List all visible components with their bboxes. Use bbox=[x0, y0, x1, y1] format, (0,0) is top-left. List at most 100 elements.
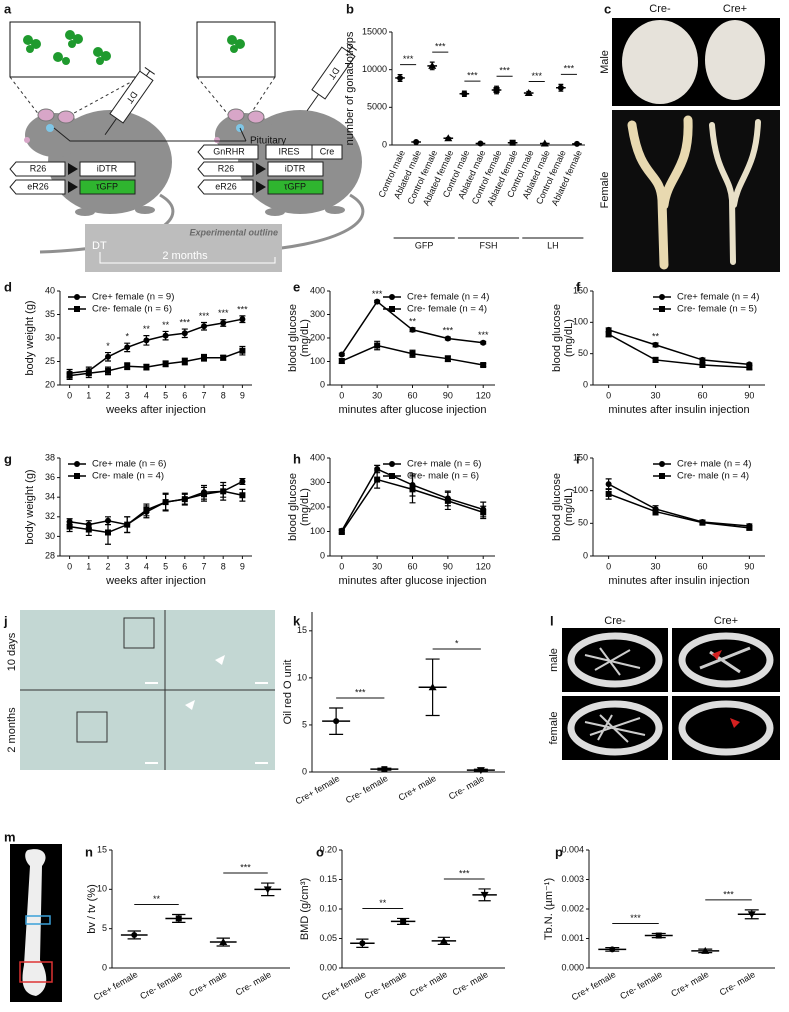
data-point bbox=[374, 476, 381, 483]
head bbox=[25, 113, 85, 157]
significance: ** bbox=[409, 316, 417, 326]
needle bbox=[306, 43, 357, 112]
group-label: LH bbox=[547, 240, 559, 250]
data-point bbox=[105, 529, 111, 536]
y-tick-label: 10 bbox=[97, 884, 107, 894]
row-label: Female bbox=[599, 172, 611, 209]
zoom-lines bbox=[9, 76, 276, 125]
data-point bbox=[699, 356, 706, 363]
y-tick-label: 0 bbox=[320, 379, 325, 389]
series-line bbox=[608, 329, 750, 366]
y-tick-label: 0.000 bbox=[561, 962, 584, 972]
significance: *** bbox=[218, 308, 229, 318]
arrowhead bbox=[712, 650, 722, 660]
photo bbox=[612, 110, 780, 272]
x-tick-label: 7 bbox=[201, 561, 206, 571]
syringe: DT bbox=[104, 67, 155, 136]
x-tick-label: Cre- male bbox=[718, 969, 757, 997]
cell bbox=[101, 51, 111, 61]
panel-letter: f bbox=[576, 279, 581, 294]
significance: *** bbox=[443, 325, 454, 335]
y-tick-label: 50 bbox=[578, 348, 588, 358]
data-point bbox=[124, 363, 131, 370]
panel-letter: k bbox=[293, 613, 301, 628]
data-point bbox=[746, 524, 753, 531]
testis bbox=[622, 20, 698, 104]
significance: *** bbox=[459, 868, 470, 878]
data-point bbox=[66, 523, 73, 530]
y-tick-label: 0.004 bbox=[561, 844, 584, 854]
x-tick-label: Cre- female bbox=[344, 773, 390, 805]
data-point bbox=[747, 911, 756, 919]
legend-label: Cre- female (n = 5) bbox=[677, 304, 757, 315]
microct-panel: l Cre- Cre+ male female bbox=[548, 613, 780, 760]
legend-label: Cre- female (n = 6) bbox=[92, 304, 172, 315]
data-point bbox=[493, 87, 500, 94]
data-point bbox=[181, 358, 188, 365]
group-label: GFP bbox=[415, 240, 434, 250]
significance: ** bbox=[652, 331, 660, 341]
significance: *** bbox=[723, 889, 734, 899]
data-point bbox=[540, 139, 549, 147]
x-tick-label: Cre- male bbox=[234, 969, 273, 997]
row-label: 10 days bbox=[6, 632, 18, 671]
data-point bbox=[374, 298, 381, 305]
data-point bbox=[476, 767, 485, 775]
legend-marker bbox=[389, 461, 395, 467]
schematic: a bbox=[4, 1, 365, 272]
y-tick-label: 150 bbox=[573, 285, 588, 295]
x-tick-label: 60 bbox=[697, 561, 707, 571]
cortex bbox=[678, 632, 774, 688]
x-tick-label: 90 bbox=[744, 390, 754, 400]
y-tick-label: 0.001 bbox=[561, 933, 584, 943]
data-point bbox=[409, 326, 416, 333]
y-tick-label: 0.10 bbox=[319, 903, 337, 913]
x-tick-label: 7 bbox=[201, 390, 206, 400]
foot bbox=[265, 208, 285, 216]
data-point bbox=[480, 509, 487, 516]
promoter bbox=[9, 179, 66, 195]
panel-letter: h bbox=[293, 451, 301, 466]
ear bbox=[227, 108, 245, 122]
y-axis-label: (mg/dL) bbox=[563, 319, 575, 357]
gene bbox=[311, 144, 343, 160]
data-point bbox=[609, 946, 616, 953]
panel-letter: i bbox=[576, 451, 580, 466]
y-tick-label: 15 bbox=[297, 625, 307, 635]
data-point bbox=[400, 918, 407, 925]
x-tick-label: Cre- female bbox=[138, 969, 184, 1001]
x-tick-label: 0 bbox=[339, 561, 344, 571]
arrowhead bbox=[730, 718, 740, 728]
data-point bbox=[220, 319, 227, 326]
y-tick-label: 200 bbox=[310, 501, 325, 511]
construct-label: R26 bbox=[218, 163, 235, 173]
x-tick-label: 0 bbox=[339, 390, 344, 400]
data-point bbox=[480, 339, 487, 346]
y-tick-label: 300 bbox=[310, 309, 325, 319]
timeline bbox=[99, 252, 276, 264]
panel-letter: j bbox=[3, 613, 8, 628]
x-tick-label: 3 bbox=[125, 561, 130, 571]
legend-marker bbox=[74, 461, 80, 467]
y-tick-label: 15 bbox=[97, 844, 107, 854]
significance: * bbox=[106, 341, 110, 351]
panel-letter: e bbox=[293, 279, 300, 294]
y-tick-label: 0 bbox=[583, 379, 588, 389]
series-line bbox=[69, 480, 243, 526]
construct-label: iDTR bbox=[285, 163, 306, 173]
x-tick-label: 6 bbox=[182, 390, 187, 400]
significance: *** bbox=[403, 54, 414, 64]
outline-box bbox=[85, 224, 282, 272]
data-point bbox=[397, 74, 404, 81]
roi bbox=[25, 915, 51, 925]
series-line bbox=[608, 333, 750, 369]
zoom-box bbox=[123, 617, 155, 649]
x-tick-label: 5 bbox=[163, 561, 168, 571]
data-point bbox=[263, 886, 272, 894]
ear bbox=[247, 110, 265, 124]
x-tick-label: 90 bbox=[744, 561, 754, 571]
x-tick-label: 60 bbox=[407, 390, 417, 400]
outline-duration: 2 months bbox=[162, 250, 208, 262]
cell bbox=[235, 39, 245, 49]
cortex bbox=[678, 700, 774, 756]
